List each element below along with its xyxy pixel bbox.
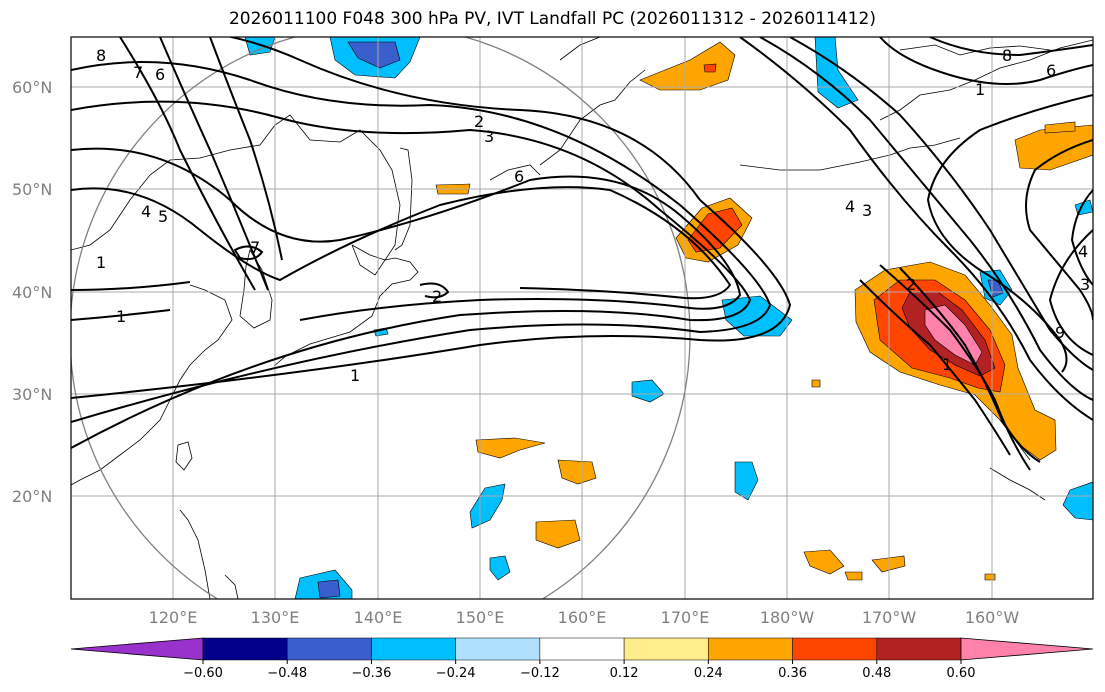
colorbar-segments <box>70 637 1094 661</box>
pv-contour-label: 2 <box>432 287 442 306</box>
pv-contour-label: 4 <box>1078 242 1088 261</box>
colorbar-segment <box>70 637 204 661</box>
latitude-labels: 60°N 50°N 40°N 30°N 20°N <box>12 78 52 506</box>
lat-label: 40°N <box>12 283 52 302</box>
ivt-positive-shading <box>435 41 1093 581</box>
pv-contour-label: 5 <box>158 207 168 226</box>
pv-contour-label: 6 <box>1046 61 1056 80</box>
colorbar-tick-label: −0.24 <box>436 666 476 681</box>
colorbar-segment <box>455 637 541 661</box>
colorbar-tick-label: 0.60 <box>947 666 976 681</box>
lon-label: 170°E <box>661 608 710 627</box>
colorbar-segment <box>708 637 793 661</box>
landfall-radius-circle <box>71 37 691 599</box>
colorbar-segment <box>539 637 625 661</box>
pv-contour-label: 3 <box>484 127 494 146</box>
colorbar-tick-labels: −0.60 −0.48 −0.36 −0.24 −0.12 0.12 0.24 0.36 0.4… <box>183 660 975 681</box>
lon-label: 120°E <box>149 608 198 627</box>
map-frame <box>70 36 1094 600</box>
pv-contour-label: 8 <box>96 46 106 65</box>
pv-contour-label: 4 <box>141 202 151 221</box>
lon-label: 150°E <box>456 608 505 627</box>
pv-contour-label: 6 <box>155 65 165 84</box>
colorbar-segment <box>202 637 288 661</box>
lat-label: 60°N <box>12 78 52 97</box>
colorbar-segment <box>960 637 1094 661</box>
pv-contour-label: 2 <box>906 275 916 294</box>
pv-contour-label: 2 <box>474 112 484 131</box>
pv-contour-label: 4 <box>845 197 855 216</box>
lon-label: 140°E <box>354 608 403 627</box>
pv-contour-label: 7 <box>250 238 260 257</box>
colorbar-tick-label: −0.36 <box>352 666 392 681</box>
longitude-labels: 120°E 130°E 140°E 150°E 160°E 170°E 180°… <box>149 608 1020 627</box>
colorbar-tick-label: −0.12 <box>520 666 560 681</box>
pv-contour-label: 7 <box>133 63 143 82</box>
colorbar-tick-label: 0.24 <box>694 666 723 681</box>
lon-label: 160°W <box>965 608 1020 627</box>
lat-label: 20°N <box>12 487 52 506</box>
lon-label: 180°W <box>760 608 815 627</box>
pv-contour-label: 1 <box>96 253 106 272</box>
map-plot-area: 8 7 6 2 3 6 7 1 1 2 1 4 5 8 6 1 4 3 4 3 … <box>71 37 1093 599</box>
colorbar: −0.60 −0.48 −0.36 −0.24 −0.12 0.12 0.24 0.36 0.4… <box>70 637 1094 681</box>
colorbar-segment <box>623 637 709 661</box>
map-title: 2026011100 F048 300 hPa PV, IVT Landfall… <box>228 9 876 29</box>
colorbar-tick-label: 0.36 <box>778 666 807 681</box>
pv-contour-label: 1 <box>975 80 985 99</box>
pv-contour-label: 9 <box>1055 323 1065 342</box>
graticule <box>71 37 1093 599</box>
lat-label: 30°N <box>12 385 52 404</box>
colorbar-segment <box>792 637 878 661</box>
lon-label: 130°E <box>251 608 300 627</box>
lon-label: 160°E <box>558 608 607 627</box>
pv-contours <box>71 37 1093 471</box>
colorbar-tick-label: −0.48 <box>267 666 307 681</box>
lon-label: 170°W <box>862 608 917 627</box>
pv-contour-label: 6 <box>514 167 524 186</box>
colorbar-segment <box>371 637 456 661</box>
pv-contour-label: 1 <box>116 307 126 326</box>
pv-contour-label: 1 <box>942 355 952 374</box>
colorbar-tick-label: 0.12 <box>610 666 639 681</box>
colorbar-segment <box>286 637 372 661</box>
lat-label: 50°N <box>12 180 52 199</box>
pv-contour-label: 1 <box>350 366 360 385</box>
pv-contour-label: 3 <box>862 201 872 220</box>
ivt-negative-shading <box>244 37 1093 599</box>
colorbar-segment <box>876 637 962 661</box>
pv-contour-labels: 8 7 6 2 3 6 7 1 1 2 1 4 5 8 6 1 4 3 4 3 … <box>96 46 1090 385</box>
colorbar-tick-label: 0.48 <box>862 666 891 681</box>
pv-contour-label: 3 <box>1080 275 1090 294</box>
colorbar-tick-label: −0.60 <box>183 666 223 681</box>
pv-contour-label: 8 <box>1002 46 1012 65</box>
